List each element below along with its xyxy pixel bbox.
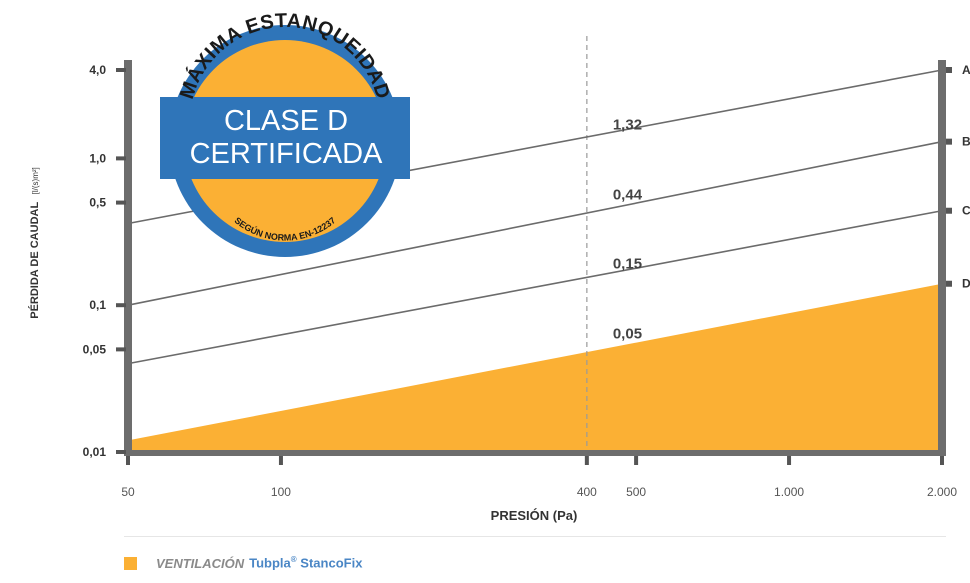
- class-label-d: D: [962, 277, 970, 291]
- y-tick-label: 0,05: [83, 342, 107, 356]
- value-label: 0,15: [613, 255, 642, 272]
- area-fill-d: [128, 283, 942, 452]
- x-axis-title: PRESIÓN (Pa): [491, 508, 578, 523]
- value-label: 0,05: [613, 325, 642, 342]
- y-axis-line: [124, 60, 132, 456]
- y-tick-mark: [116, 347, 126, 352]
- svg-text:PÉRDIDA DE CAUDAL [l/(s): PÉRDIDA DE CAUDAL [l/(s)m²]: [25, 167, 42, 319]
- legend-italic-text: VENTILACIÓN: [156, 555, 245, 571]
- class-tick-b: [945, 138, 952, 145]
- y-tick-mark: [116, 156, 126, 161]
- y-tick-mark: [116, 68, 126, 72]
- series-line-c: [127, 209, 943, 365]
- class-label-c: C: [962, 204, 970, 218]
- y-tick-label: 1,0: [89, 151, 106, 165]
- y-axis-unit: [l/(s)m²]: [31, 167, 40, 194]
- legend: VENTILACIÓN Tubpla® StancoFix: [124, 554, 362, 572]
- value-label: 0,44: [613, 187, 643, 204]
- badge-line2: CERTIFICADA: [190, 138, 383, 170]
- y-axis-title-group: PÉRDIDA DE CAUDAL [l/(s)m²]: [25, 167, 42, 319]
- x-tick-mark: [278, 456, 283, 465]
- class-tick-c: [945, 207, 952, 214]
- x-tick-label: 100: [271, 485, 291, 499]
- y-tick-label: 0,1: [89, 298, 106, 312]
- axis-layer: [116, 60, 952, 465]
- x-tick-mark: [634, 456, 639, 465]
- y-axis-title: PÉRDIDA DE CAUDAL: [28, 202, 41, 319]
- x-axis-line: [124, 450, 946, 456]
- badge-line1: CLASE D: [224, 105, 348, 137]
- certification-badge: MÁXIMA ESTANQUEIDAD CLASE D CERTIFICADA …: [160, 10, 410, 257]
- x-tick-label: 400: [577, 485, 597, 499]
- class-tick-d: [945, 280, 952, 287]
- legend-product: StancoFix: [300, 555, 363, 571]
- y-tick-label: 4,0: [89, 63, 106, 77]
- x-tick-mark: [940, 456, 944, 465]
- class-label-a: A: [962, 63, 970, 77]
- x-tick-label: 1.000: [774, 485, 804, 499]
- y-tick-label: 0,5: [89, 196, 106, 210]
- x-tick-mark: [584, 456, 589, 465]
- x-tick-mark: [787, 456, 792, 465]
- y-axis-line-right: [938, 60, 946, 456]
- y-tick-label: 0,01: [83, 445, 107, 459]
- label-layer: A B C D 4,0 1,0 0,5 0,1 0,05 0,01 50 100 400 500 1.000…: [83, 63, 970, 499]
- badge-center-band: [160, 97, 410, 179]
- y-tick-mark: [116, 303, 126, 308]
- legend-brand-text: Tubpla® StancoFix: [249, 555, 362, 570]
- value-label: 1,32: [613, 117, 642, 134]
- x-tick-label: 50: [121, 485, 135, 499]
- class-label-b: B: [962, 135, 970, 149]
- class-tick-a: [945, 67, 952, 73]
- area-layer: [128, 283, 942, 452]
- x-tick-mark: [126, 456, 130, 465]
- legend-divider: [124, 536, 946, 537]
- series-line-b: [127, 140, 943, 306]
- legend-swatch: [124, 556, 137, 570]
- x-tick-label: 2.000: [927, 485, 957, 499]
- legend-registered-mark: ®: [290, 555, 297, 565]
- legend-brand: Tubpla: [249, 555, 291, 571]
- y-tick-mark: [116, 450, 126, 454]
- x-tick-label: 500: [626, 485, 646, 499]
- y-tick-mark: [116, 200, 126, 205]
